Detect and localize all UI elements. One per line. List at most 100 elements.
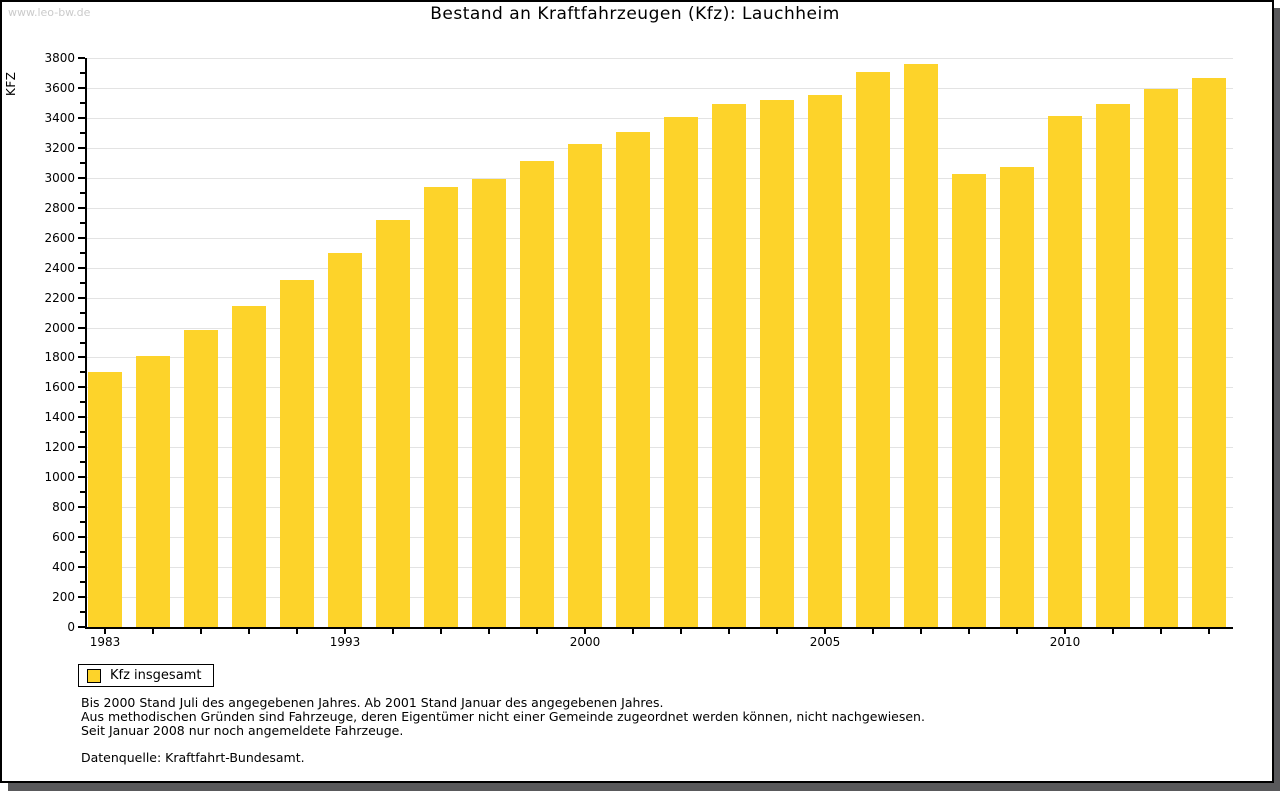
y-tick-2500 (80, 251, 85, 254)
x-tick-1989 (248, 629, 250, 634)
bar-2003 (712, 103, 746, 627)
y-tick-label-1600: 1600 (44, 380, 75, 395)
y-tick-label-3800: 3800 (44, 51, 75, 65)
x-tick-2007 (920, 629, 922, 634)
y-tick-3700 (80, 71, 85, 74)
bar-2006 (856, 72, 890, 627)
y-tick-1000 (78, 476, 85, 479)
y-tick-1700 (80, 371, 85, 374)
y-tick-2800 (78, 206, 85, 209)
gridline-3200 (87, 147, 1233, 149)
y-tick-600 (78, 536, 85, 539)
y-tick-3600 (78, 86, 85, 89)
gridline-400 (87, 567, 1233, 569)
bar-2011 (1096, 104, 1130, 627)
y-tick-1400 (78, 416, 85, 419)
y-tick-1300 (80, 431, 85, 434)
y-tick-2300 (80, 281, 85, 284)
y-tick-200 (78, 596, 85, 599)
x-tick-2002 (680, 629, 682, 634)
bar-1985 (136, 355, 170, 627)
bar-2005 (808, 95, 842, 627)
y-tick-2100 (80, 311, 85, 314)
y-tick-2900 (80, 191, 85, 194)
bar-1997 (424, 186, 458, 627)
x-tick-2011 (1112, 629, 1114, 634)
y-tick-3800 (78, 57, 85, 59)
gridline-1600 (87, 387, 1233, 389)
bar-1983 (88, 372, 122, 627)
x-tick-2009 (1016, 629, 1018, 634)
y-tick-1200 (78, 446, 85, 449)
y-tick-label-3600: 3600 (44, 80, 75, 95)
y-tick-1500 (80, 401, 85, 404)
y-tick-label-2000: 2000 (44, 320, 75, 335)
data-source: Datenquelle: Kraftfahrt-Bundesamt. (81, 750, 305, 765)
y-tick-800 (78, 506, 85, 509)
x-axis-label-2005: 2005 (809, 635, 841, 649)
y-tick-label-1400: 1400 (44, 410, 75, 425)
x-tick-2005 (824, 629, 826, 634)
x-axis-label-1993: 1993 (329, 635, 361, 649)
gridline-2000 (87, 327, 1233, 329)
y-tick-700 (80, 521, 85, 524)
bar-1991 (280, 280, 314, 627)
bar-2009 (1000, 166, 1034, 627)
y-tick-3400 (78, 116, 85, 119)
y-tick-100 (80, 611, 85, 614)
legend-swatch-icon (87, 668, 101, 683)
y-tick-1900 (80, 341, 85, 344)
y-tick-2600 (78, 236, 85, 239)
y-tick-2200 (78, 296, 85, 299)
bar-1989 (232, 305, 266, 627)
frame-shadow-bottom (8, 783, 1280, 791)
gridline-1400 (87, 417, 1233, 419)
x-tick-2000 (584, 629, 586, 634)
gridline-200 (87, 597, 1233, 599)
y-tick-label-0: 0 (67, 620, 75, 634)
x-tick-2008 (968, 629, 970, 634)
y-tick-label-2200: 2200 (44, 290, 75, 305)
legend-label: Kfz insgesamt (110, 668, 202, 683)
y-tick-label-1000: 1000 (44, 470, 75, 485)
y-tick-label-200: 200 (52, 590, 75, 605)
x-tick-2003 (728, 629, 730, 634)
y-tick-500 (80, 551, 85, 554)
legend-box: Kfz insgesamt (78, 664, 215, 687)
y-tick-label-800: 800 (52, 500, 75, 515)
x-tick-2013 (1208, 629, 1210, 634)
gridline-1000 (87, 477, 1233, 479)
frame-shadow-right (1274, 8, 1280, 791)
y-tick-label-1200: 1200 (44, 440, 75, 455)
gridline-2800 (87, 207, 1233, 209)
x-tick-1997 (440, 629, 442, 634)
y-tick-3200 (78, 146, 85, 149)
bar-2013 (1192, 78, 1226, 627)
y-tick-3100 (80, 161, 85, 164)
bar-2010 (1048, 115, 1082, 627)
y-tick-2400 (78, 266, 85, 269)
y-tick-label-3200: 3200 (44, 140, 75, 155)
footnote-line: Seit Januar 2008 nur noch angemeldete Fa… (81, 723, 404, 738)
x-tick-1998 (488, 629, 490, 634)
gridline-2400 (87, 267, 1233, 269)
x-tick-2001 (632, 629, 634, 634)
bar-1995 (376, 219, 410, 627)
gridline-3000 (87, 177, 1233, 179)
bar-1993 (328, 252, 362, 627)
y-tick-label-600: 600 (52, 530, 75, 545)
gridline-2600 (87, 237, 1233, 239)
y-tick-label-3400: 3400 (44, 110, 75, 125)
gridline-1200 (87, 447, 1233, 449)
watermark: www.leo-bw.de (8, 6, 91, 19)
x-tick-2004 (776, 629, 778, 634)
y-tick-label-2400: 2400 (44, 260, 75, 275)
bar-2012 (1144, 89, 1178, 627)
footnote-line: Aus methodischen Gründen sind Fahrzeuge,… (81, 709, 925, 724)
gridline-3600 (87, 87, 1233, 89)
bar-1998 (472, 178, 506, 627)
bar-1987 (184, 329, 218, 627)
y-tick-1600 (78, 386, 85, 389)
y-tick-300 (80, 581, 85, 584)
y-tick-label-400: 400 (52, 560, 75, 575)
